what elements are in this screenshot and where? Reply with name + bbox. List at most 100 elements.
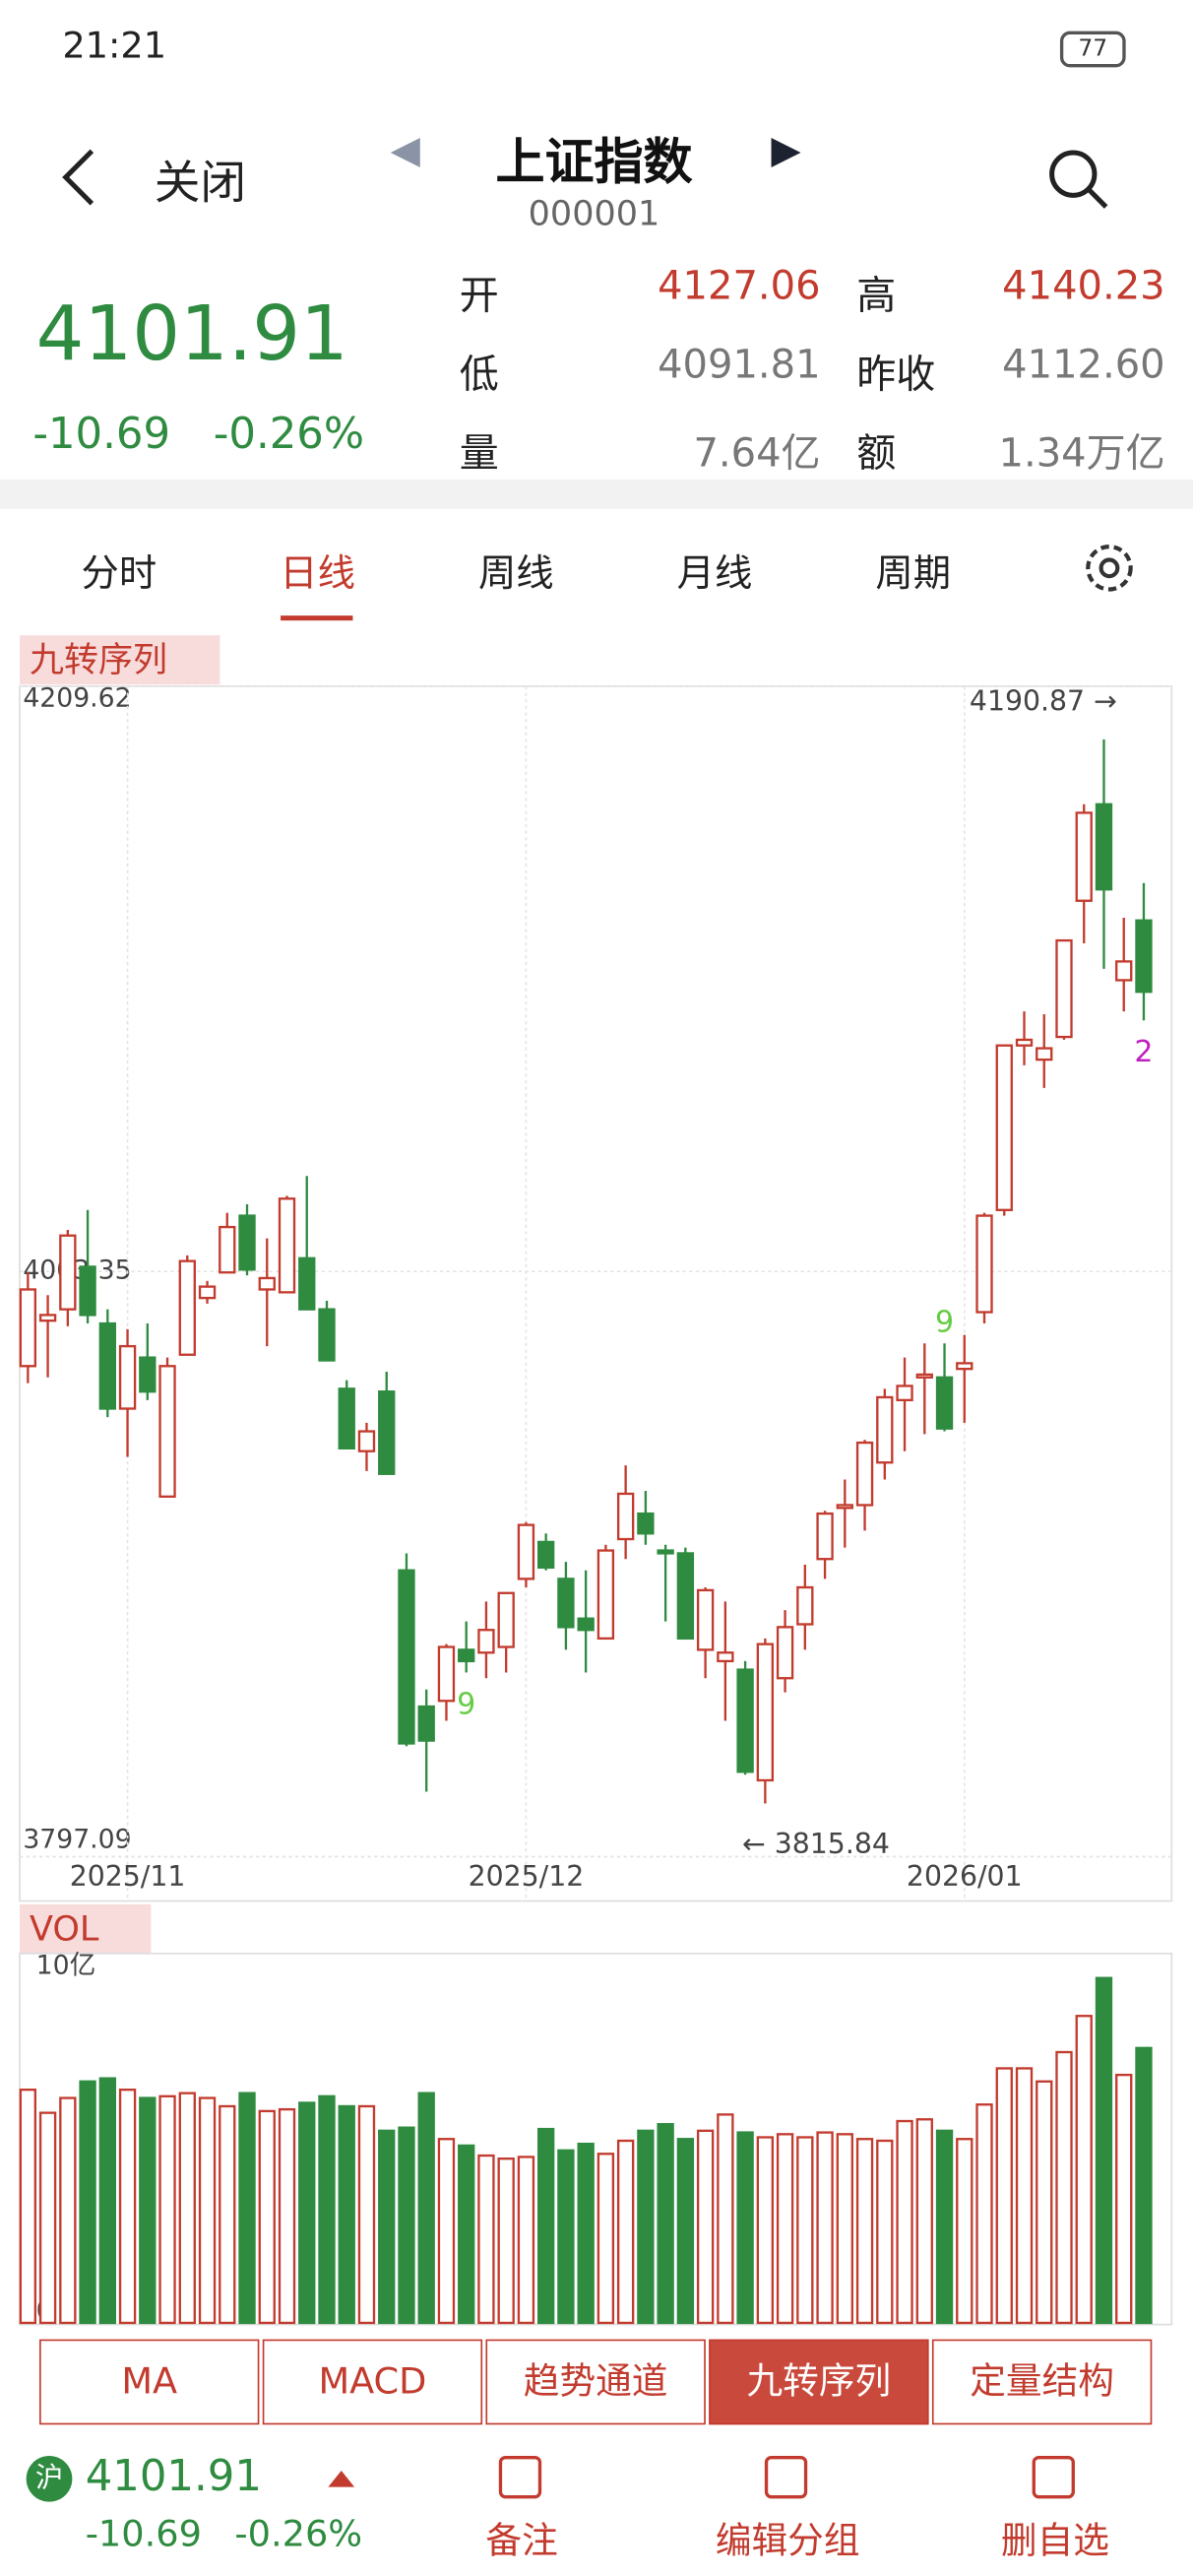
vol-bar bbox=[657, 2123, 674, 2325]
vol-bar bbox=[437, 2138, 456, 2325]
indicator-button[interactable]: MACD bbox=[262, 2339, 483, 2425]
vol-bar bbox=[59, 2096, 77, 2325]
candle-body bbox=[736, 1668, 754, 1773]
candle-body bbox=[477, 1629, 495, 1654]
y-tick-label: 4209.62 bbox=[23, 683, 131, 714]
candle-body bbox=[258, 1276, 276, 1291]
tab[interactable]: 日线 bbox=[280, 552, 355, 597]
x-tick-label: 2026/01 bbox=[907, 1860, 1023, 1893]
candle-body bbox=[676, 1552, 695, 1641]
field-label: 高 bbox=[856, 272, 897, 319]
field-value: 4127.06 bbox=[658, 262, 821, 309]
vol-bar bbox=[1135, 2046, 1153, 2325]
candle-body bbox=[776, 1626, 794, 1680]
arrows[interactable] bbox=[387, 135, 813, 171]
vol-bar bbox=[915, 2118, 933, 2325]
vol-bar bbox=[219, 2104, 236, 2325]
candle-body bbox=[1036, 1047, 1053, 1062]
td-label: 9 bbox=[935, 1306, 954, 1340]
action[interactable]: 删自选 bbox=[1000, 2521, 1109, 2563]
action-icon[interactable] bbox=[764, 2455, 808, 2499]
vol-bar bbox=[38, 2111, 57, 2325]
tab[interactable]: 分时 bbox=[81, 552, 157, 597]
vol-bar bbox=[1095, 1976, 1113, 2325]
title: 上证指数 bbox=[495, 134, 693, 193]
candle-body bbox=[855, 1441, 874, 1507]
field-value: 4112.60 bbox=[1002, 341, 1165, 388]
back-icon[interactable] bbox=[49, 145, 98, 211]
field-label: 量 bbox=[459, 429, 499, 477]
time: 21:21 bbox=[62, 26, 167, 68]
vol-bar bbox=[98, 2077, 116, 2325]
vol-bar bbox=[776, 2133, 794, 2325]
candle-body bbox=[756, 1642, 775, 1782]
tab[interactable]: 月线 bbox=[676, 552, 753, 597]
candle-body bbox=[816, 1512, 834, 1561]
candle-body bbox=[536, 1540, 555, 1570]
candle-body bbox=[796, 1585, 814, 1626]
vol-bar bbox=[975, 2103, 993, 2325]
candle-body bbox=[836, 1504, 853, 1510]
candle-body bbox=[59, 1234, 77, 1311]
action[interactable]: 编辑分组 bbox=[715, 2521, 860, 2563]
candle-body bbox=[1115, 960, 1133, 982]
vol-bar bbox=[19, 2089, 37, 2325]
field-label: 低 bbox=[459, 351, 499, 398]
indicator-button[interactable]: 九转序列 bbox=[709, 2339, 929, 2425]
vol-bar bbox=[417, 2092, 435, 2325]
divider bbox=[0, 479, 1193, 509]
candle-body bbox=[1135, 919, 1153, 994]
vol-bar bbox=[278, 2107, 296, 2325]
vol-bar bbox=[318, 2094, 336, 2325]
candle-body bbox=[577, 1617, 595, 1632]
indicator-button[interactable]: 趋势通道 bbox=[485, 2339, 706, 2425]
field-value: 4140.23 bbox=[1002, 262, 1165, 309]
candle-body bbox=[696, 1588, 715, 1651]
vol-bar bbox=[139, 2096, 157, 2325]
candle-body bbox=[398, 1569, 415, 1745]
candle-body bbox=[1055, 938, 1073, 1039]
vol-bar bbox=[79, 2080, 96, 2325]
candle-body bbox=[278, 1197, 296, 1294]
candle-body bbox=[896, 1385, 913, 1402]
candle-body bbox=[318, 1308, 336, 1362]
tab[interactable]: 周期 bbox=[875, 552, 952, 597]
price: 4101.91 bbox=[35, 289, 348, 378]
candle-body bbox=[139, 1356, 157, 1393]
settings-icon[interactable] bbox=[1077, 535, 1143, 601]
candle-body bbox=[1075, 811, 1093, 902]
search-icon[interactable] bbox=[1043, 145, 1112, 214]
candle-body bbox=[98, 1321, 116, 1410]
candle-body bbox=[338, 1387, 355, 1450]
indicator-button[interactable]: 定量结构 bbox=[931, 2339, 1153, 2425]
action[interactable]: 备注 bbox=[485, 2521, 558, 2563]
exchange-badge: 沪 bbox=[26, 2455, 73, 2502]
vol-bar bbox=[577, 2142, 595, 2325]
action-icon[interactable] bbox=[498, 2455, 542, 2499]
vol-bar bbox=[1055, 2050, 1073, 2325]
vol-bar bbox=[557, 2149, 575, 2325]
vol-bar bbox=[118, 2089, 137, 2325]
candle-body bbox=[437, 1645, 456, 1703]
vol-bar bbox=[536, 2127, 555, 2325]
action-icon[interactable] bbox=[1032, 2455, 1075, 2499]
code: 000001 bbox=[528, 193, 660, 233]
vol-bar bbox=[956, 2138, 973, 2325]
vol-bar bbox=[1115, 2073, 1133, 2325]
tab[interactable]: 周线 bbox=[477, 552, 554, 597]
tab-underline bbox=[281, 615, 353, 621]
vol-selector[interactable]: VOL bbox=[20, 1903, 152, 1954]
indicator-selector[interactable]: 九转序列 bbox=[20, 635, 220, 685]
y-tick-label: 4003.35 bbox=[23, 1256, 131, 1286]
candle-body bbox=[79, 1265, 96, 1317]
td-label: 9 bbox=[457, 1687, 475, 1721]
vol-bar bbox=[158, 2094, 176, 2325]
vol-bar bbox=[836, 2133, 853, 2325]
vol-bar bbox=[1015, 2067, 1034, 2325]
close-button[interactable]: 关闭 bbox=[154, 156, 247, 211]
td-label: 2 bbox=[1134, 1035, 1153, 1069]
vol-bar bbox=[896, 2119, 913, 2325]
candle-body bbox=[198, 1285, 217, 1300]
indicator-button[interactable]: MA bbox=[39, 2339, 260, 2425]
y-tick-label: 3797.09 bbox=[23, 1824, 131, 1854]
